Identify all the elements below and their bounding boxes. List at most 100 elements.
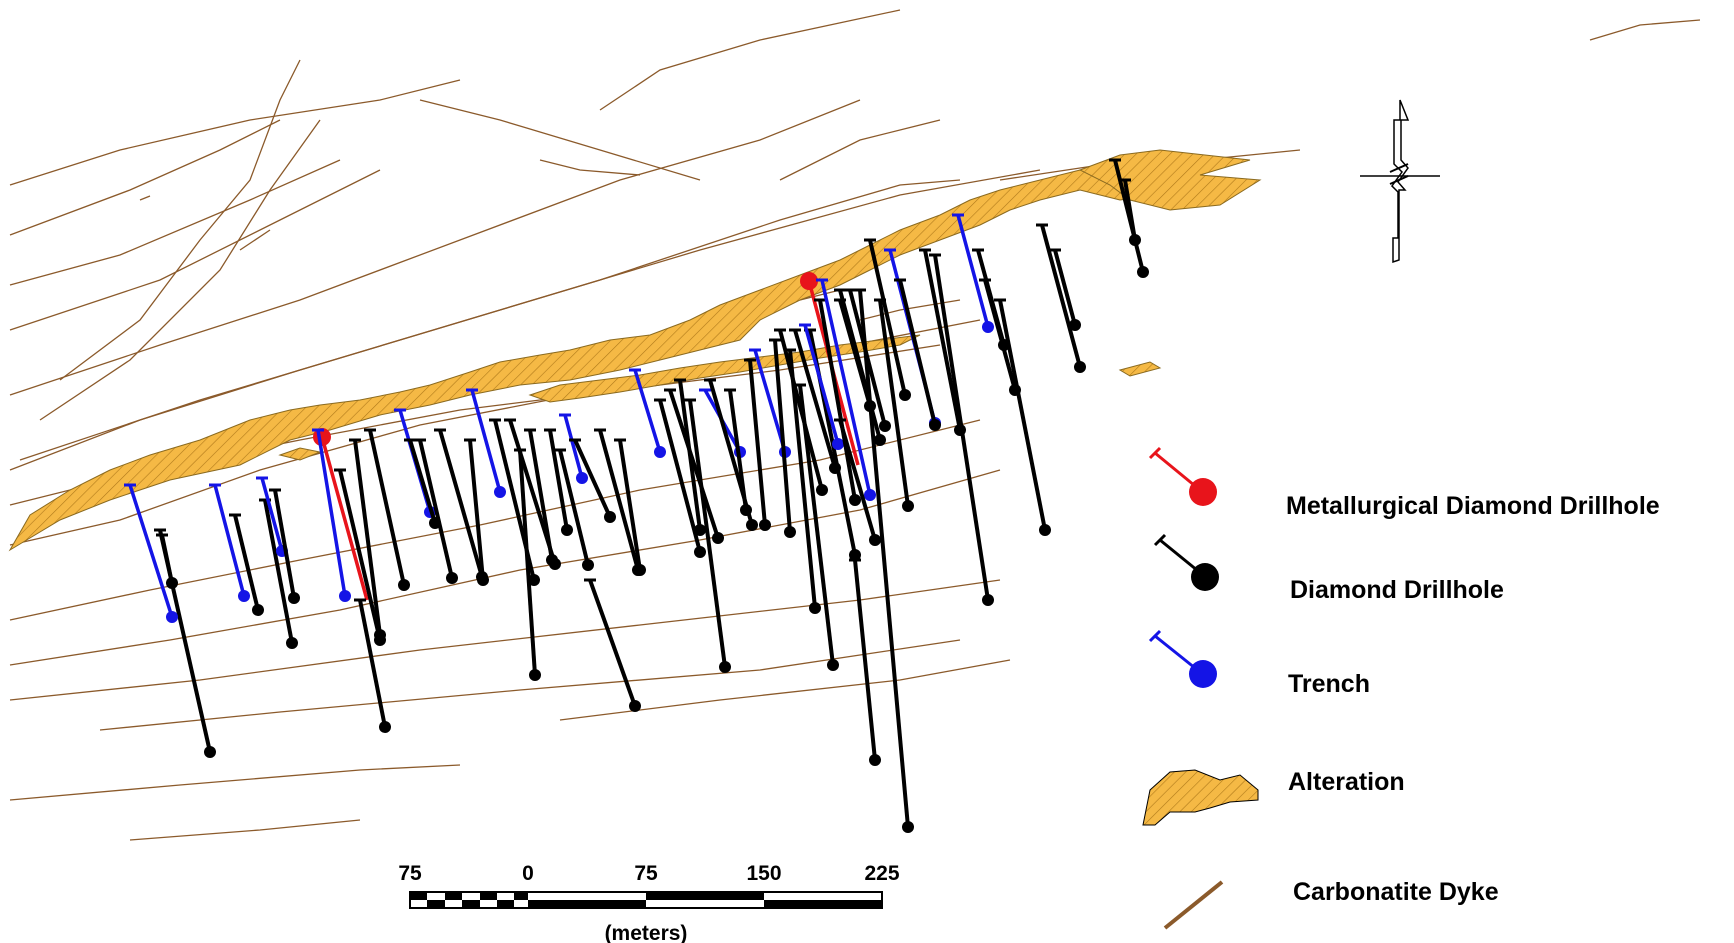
trench-end	[238, 590, 250, 602]
trench	[209, 483, 250, 602]
legend-label: Trench	[1288, 670, 1370, 698]
diamond-drillhole-end	[1129, 234, 1141, 246]
diamond-drillhole-trace	[688, 399, 727, 668]
diamond-drillhole-trace	[668, 389, 720, 539]
dyke-line	[9, 79, 461, 186]
diamond-drillhole-end	[528, 574, 540, 586]
diamond-drillhole-end	[809, 602, 821, 614]
diamond-drillhole-end	[784, 526, 796, 538]
diamond-drillhole	[929, 253, 994, 606]
dyke-line	[419, 99, 701, 181]
diamond-drillhole	[894, 278, 941, 431]
diamond-drillhole-trace	[548, 429, 569, 531]
diamond-drillhole-trace	[408, 439, 437, 524]
diamond-drillhole	[584, 578, 641, 712]
diamond-drillhole-trace	[818, 299, 857, 501]
dyke-line	[599, 9, 901, 111]
diamond-drillhole-end	[694, 524, 706, 536]
diamond-drillhole	[1049, 248, 1081, 331]
diamond-drillhole-end	[712, 532, 724, 544]
dyke-line	[9, 99, 861, 396]
diamond-drillhole	[229, 513, 264, 616]
metallurgical-drillhole-end	[800, 272, 818, 290]
diamond-drillhole-trace	[468, 439, 485, 581]
diamond-drillhole-end	[1074, 361, 1086, 373]
dyke-line	[19, 179, 961, 461]
diamond-drillhole-end	[477, 574, 489, 586]
diamond-drillhole-trace	[273, 489, 296, 599]
diamond-drillhole-trace	[728, 389, 748, 511]
legend-item-diamond: Diamond Drillhole	[1153, 533, 1504, 604]
scale-label: 150	[746, 862, 781, 885]
diamond-drillhole	[854, 288, 914, 833]
diamond-drillhole-trace	[518, 449, 537, 676]
diamond-drillhole-trace	[983, 279, 1017, 391]
diamond-drillhole-trace	[598, 429, 640, 571]
diamond-drillhole-end	[529, 669, 541, 681]
diamond-drillhole-end	[869, 754, 881, 766]
legend-label: Carbonatite Dyke	[1293, 878, 1499, 906]
trench-trace	[128, 484, 174, 618]
dyke-line	[9, 419, 981, 621]
diamond-drillhole	[794, 383, 839, 671]
diamond-drillhole-trace	[838, 419, 877, 541]
diamond-drillhole-trace	[678, 379, 702, 531]
diamond-drillhole-trace	[838, 289, 882, 441]
diamond-drillhole-trace	[438, 429, 484, 578]
alteration-zone	[8, 149, 1262, 552]
diamond-drillhole-end	[379, 721, 391, 733]
legend-label: Alteration	[1288, 768, 1405, 796]
diamond-drillhole-end	[694, 546, 706, 558]
metallurgical-drillhole-trace	[320, 436, 369, 601]
diamond-drillhole-end	[759, 519, 771, 531]
diamond-drillhole	[724, 388, 752, 516]
diamond-drillhole	[414, 438, 458, 584]
trench	[629, 368, 666, 458]
diamond-drillhole-end	[546, 554, 558, 566]
diamond-drillhole-end	[879, 420, 891, 432]
alteration-polygon	[278, 447, 322, 461]
diamond-drillhole-trace	[528, 429, 554, 561]
dyke-line	[139, 195, 151, 201]
diamond-drillhole-end	[719, 661, 731, 673]
trench-end	[576, 472, 588, 484]
trench-trace	[213, 484, 246, 597]
diamond-drillhole-trace	[573, 439, 612, 518]
diamond-drillhole-trace	[1040, 224, 1082, 368]
diamond-drillhole-end	[1069, 319, 1081, 331]
diamond-drillhole-end	[902, 500, 914, 512]
diamond-drillhole-trace	[353, 439, 382, 636]
scale-bar: 75 0 75 150 225 (meters)	[398, 862, 900, 943]
diamond-drillhole	[269, 488, 300, 604]
diamond-drillhole	[654, 398, 706, 558]
diamond-drillhole-end	[827, 659, 839, 671]
diamond-drillhole	[834, 418, 881, 546]
trench-trace	[803, 324, 840, 445]
diamond-drillhole-end	[604, 511, 616, 523]
north-arrow-icon	[1360, 99, 1440, 264]
diamond-drillhole-trace	[368, 429, 406, 586]
scale-bar-segments	[410, 892, 882, 908]
diamond-drillhole-trace	[868, 239, 907, 396]
dyke-line	[859, 299, 961, 321]
diamond-drillhole-trace	[798, 384, 835, 666]
trench-trace	[820, 279, 872, 496]
trench-trace	[316, 429, 347, 597]
diamond-drillhole-end	[582, 559, 594, 571]
diamond-drillhole	[349, 438, 386, 641]
diamond-drillhole-trace	[338, 469, 382, 641]
trench-end	[832, 438, 844, 450]
trench-end	[166, 611, 178, 623]
diamond-drillhole	[554, 448, 594, 571]
diamond-drillhole	[674, 378, 706, 536]
trench	[799, 323, 844, 450]
trench-trace	[260, 477, 284, 552]
legend-item-alteration: Alteration	[1142, 768, 1405, 826]
diamond-drillhole	[664, 388, 724, 544]
diamond-drillhole-trace	[998, 299, 1047, 531]
diamond-drillhole	[524, 428, 558, 566]
diamond-drillhole-trace	[878, 299, 910, 507]
diamond-drillhole	[614, 438, 646, 576]
dyke-line	[9, 169, 381, 331]
